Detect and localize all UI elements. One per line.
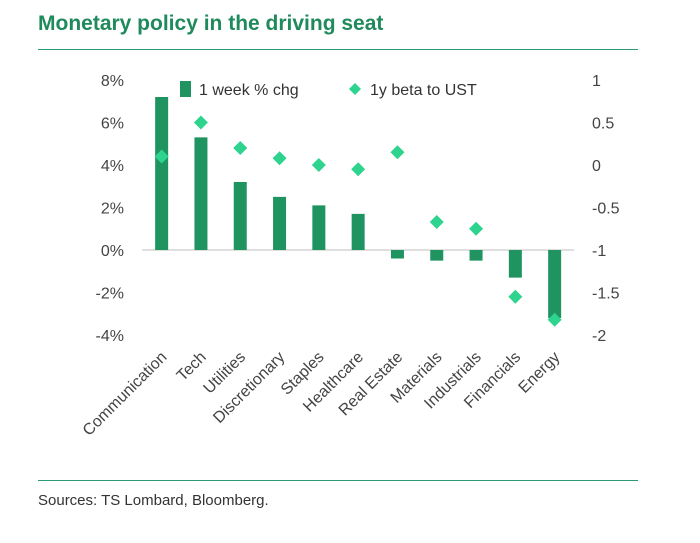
right-tick-label: -1.5 (592, 286, 620, 303)
category-axis: Communication TechUtilitiesDiscretionaryS… (80, 349, 564, 440)
beta-point-industrials (469, 221, 484, 236)
title-divider (38, 49, 638, 50)
beta-point-staples (311, 158, 326, 172)
right-tick-label: 0.5 (592, 116, 614, 133)
left-tick-label: -2% (96, 286, 124, 303)
chart-canvas: 1 week % chg 1y beta to UST 8% 6% 4% 2% 0% -2… (80, 73, 620, 440)
bar-energy (548, 250, 562, 318)
category-label: Energy (516, 349, 564, 397)
legend-bar-label: 1 week % chg (199, 82, 299, 99)
bar-tech (194, 137, 208, 250)
right-tick-label: 0 (592, 158, 601, 175)
legend-bar-swatch (180, 81, 191, 97)
category-label: Tech (174, 349, 210, 385)
left-tick-label: 4% (101, 158, 124, 175)
bar-staples (312, 205, 326, 250)
bar-discretionary (273, 196, 287, 250)
left-tick-label: 2% (101, 201, 124, 218)
footer-divider (38, 480, 638, 481)
bar-healthcare (351, 213, 365, 250)
left-tick-label: 6% (101, 116, 124, 133)
right-tick-label: -0.5 (592, 201, 620, 218)
right-axis: 1 0.5 0 -0.5 -1 -1.5 -2 (592, 73, 620, 345)
beta-point-communication (154, 149, 169, 164)
beta-point-discretionary (272, 151, 287, 166)
right-tick-label: 1 (592, 73, 601, 90)
left-tick-label: -4% (96, 328, 124, 345)
right-tick-label: -2 (592, 328, 606, 345)
category-label: Communication (80, 349, 171, 440)
bar-industrials (469, 250, 483, 261)
bar-series (155, 97, 562, 318)
beta-point-utilities (233, 141, 248, 155)
legend-scatter-label: 1y beta to UST (370, 82, 477, 99)
beta-point-healthcare (351, 162, 366, 177)
left-tick-label: 0% (101, 243, 124, 260)
bar-utilities (233, 182, 247, 250)
right-tick-label: -1 (592, 243, 606, 260)
left-tick-label: 8% (101, 73, 124, 90)
left-axis: 8% 6% 4% 2% 0% -2% -4% (96, 73, 124, 345)
beta-series (154, 115, 562, 327)
bar-real-estate (390, 250, 404, 259)
source-note: Sources: TS Lombard, Bloomberg. (38, 492, 269, 509)
legend-diamond-swatch (349, 83, 361, 95)
beta-point-energy (547, 312, 562, 327)
beta-point-financials (508, 289, 523, 304)
chart-legend: 1 week % chg 1y beta to UST (180, 81, 477, 99)
bar-materials (430, 250, 444, 261)
chart-title: Monetary policy in the driving seat (38, 12, 384, 35)
bar-communication (155, 97, 169, 250)
beta-point-materials (429, 214, 444, 229)
beta-point-real-estate (390, 145, 405, 160)
beta-point-tech (193, 115, 208, 130)
bar-financials (508, 250, 522, 278)
